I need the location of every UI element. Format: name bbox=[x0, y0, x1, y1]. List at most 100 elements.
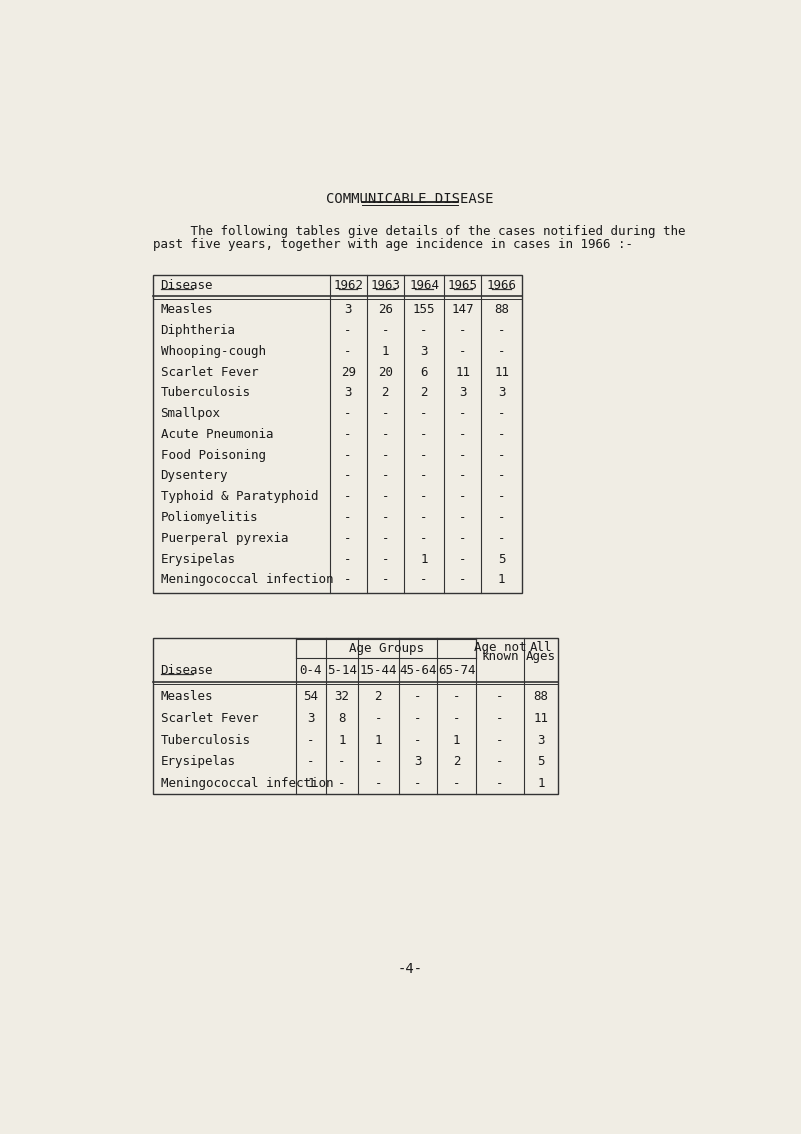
Text: 20: 20 bbox=[378, 365, 392, 379]
Text: -: - bbox=[375, 755, 382, 768]
Bar bbox=[153, 274, 521, 593]
Text: -: - bbox=[307, 755, 315, 768]
Text: 1962: 1962 bbox=[333, 279, 363, 293]
Text: 5: 5 bbox=[537, 755, 545, 768]
Text: Erysipelas: Erysipelas bbox=[160, 552, 235, 566]
Text: -: - bbox=[498, 449, 505, 462]
Text: 1966: 1966 bbox=[486, 279, 517, 293]
Text: Puerperal pyrexia: Puerperal pyrexia bbox=[160, 532, 288, 544]
Text: 45-64: 45-64 bbox=[399, 663, 437, 677]
Text: -: - bbox=[421, 449, 428, 462]
Text: -: - bbox=[497, 777, 504, 789]
Text: 1: 1 bbox=[498, 574, 505, 586]
Text: -: - bbox=[381, 490, 389, 503]
Text: -: - bbox=[375, 712, 382, 725]
Text: Tuberculosis: Tuberculosis bbox=[160, 734, 251, 746]
Text: -: - bbox=[497, 712, 504, 725]
Text: Typhoid & Paratyphoid: Typhoid & Paratyphoid bbox=[160, 490, 318, 503]
Text: -: - bbox=[338, 777, 346, 789]
Text: Food Poisoning: Food Poisoning bbox=[160, 449, 266, 462]
Text: 1963: 1963 bbox=[370, 279, 400, 293]
Text: -: - bbox=[421, 407, 428, 420]
Text: -: - bbox=[381, 511, 389, 524]
Text: 32: 32 bbox=[335, 691, 349, 703]
Text: 2: 2 bbox=[453, 755, 461, 768]
Text: -: - bbox=[459, 345, 466, 357]
Text: Smallpox: Smallpox bbox=[160, 407, 220, 420]
Text: Scarlet Fever: Scarlet Fever bbox=[160, 365, 258, 379]
Text: 3: 3 bbox=[537, 734, 545, 746]
Text: -: - bbox=[344, 469, 352, 482]
Text: Erysipelas: Erysipelas bbox=[160, 755, 235, 768]
Text: 3: 3 bbox=[307, 712, 315, 725]
Text: -: - bbox=[459, 490, 466, 503]
Text: 54: 54 bbox=[304, 691, 319, 703]
Text: Measles: Measles bbox=[160, 691, 213, 703]
Text: 11: 11 bbox=[455, 365, 470, 379]
Text: 1965: 1965 bbox=[448, 279, 478, 293]
Text: -: - bbox=[497, 734, 504, 746]
Text: -: - bbox=[381, 532, 389, 544]
Text: -: - bbox=[498, 324, 505, 337]
Text: -: - bbox=[421, 532, 428, 544]
Text: Disease: Disease bbox=[160, 663, 213, 677]
Text: -: - bbox=[375, 777, 382, 789]
Text: -: - bbox=[344, 449, 352, 462]
Text: -: - bbox=[344, 407, 352, 420]
Text: Age Groups: Age Groups bbox=[348, 642, 424, 655]
Text: -: - bbox=[414, 712, 421, 725]
Text: -: - bbox=[498, 345, 505, 357]
Text: Measles: Measles bbox=[160, 303, 213, 316]
Text: -: - bbox=[344, 324, 352, 337]
Text: 3: 3 bbox=[344, 303, 352, 316]
Text: -4-: -4- bbox=[397, 962, 423, 975]
Text: Ages: Ages bbox=[526, 650, 556, 662]
Text: -: - bbox=[344, 428, 352, 441]
Text: Tuberculosis: Tuberculosis bbox=[160, 387, 251, 399]
Text: 3: 3 bbox=[414, 755, 421, 768]
Text: -: - bbox=[498, 532, 505, 544]
Text: -: - bbox=[421, 324, 428, 337]
Text: -: - bbox=[459, 469, 466, 482]
Text: 1: 1 bbox=[537, 777, 545, 789]
Text: -: - bbox=[459, 407, 466, 420]
Text: -: - bbox=[498, 469, 505, 482]
Text: past five years, together with age incidence in cases in 1966 :-: past five years, together with age incid… bbox=[153, 238, 633, 251]
Text: 1: 1 bbox=[338, 734, 346, 746]
Text: 88: 88 bbox=[494, 303, 509, 316]
Text: -: - bbox=[381, 407, 389, 420]
Text: 6: 6 bbox=[421, 365, 428, 379]
Text: Diphtheria: Diphtheria bbox=[160, 324, 235, 337]
Text: -: - bbox=[459, 552, 466, 566]
Text: Whooping-cough: Whooping-cough bbox=[160, 345, 266, 357]
Text: 1: 1 bbox=[307, 777, 315, 789]
Text: 11: 11 bbox=[494, 365, 509, 379]
Text: 8: 8 bbox=[338, 712, 346, 725]
Text: known: known bbox=[481, 650, 519, 662]
Text: -: - bbox=[421, 511, 428, 524]
Text: -: - bbox=[497, 691, 504, 703]
Text: COMMUNICABLE DISEASE: COMMUNICABLE DISEASE bbox=[326, 192, 494, 205]
Text: -: - bbox=[498, 407, 505, 420]
Text: -: - bbox=[381, 574, 389, 586]
Text: -: - bbox=[344, 511, 352, 524]
Text: -: - bbox=[344, 490, 352, 503]
Text: 29: 29 bbox=[340, 365, 356, 379]
Text: Acute Pneumonia: Acute Pneumonia bbox=[160, 428, 273, 441]
Text: 65-74: 65-74 bbox=[438, 663, 475, 677]
Text: -: - bbox=[381, 324, 389, 337]
Text: 88: 88 bbox=[533, 691, 549, 703]
Text: -: - bbox=[421, 574, 428, 586]
Text: Poliomyelitis: Poliomyelitis bbox=[160, 511, 258, 524]
Text: 5: 5 bbox=[498, 552, 505, 566]
Text: 1964: 1964 bbox=[409, 279, 439, 293]
Text: -: - bbox=[344, 552, 352, 566]
Text: -: - bbox=[459, 324, 466, 337]
Text: -: - bbox=[414, 734, 421, 746]
Text: 3: 3 bbox=[459, 387, 466, 399]
Text: -: - bbox=[344, 574, 352, 586]
Text: Meningococcal infection: Meningococcal infection bbox=[160, 574, 333, 586]
Text: 1: 1 bbox=[421, 552, 428, 566]
Text: 3: 3 bbox=[344, 387, 352, 399]
Bar bbox=[153, 638, 558, 794]
